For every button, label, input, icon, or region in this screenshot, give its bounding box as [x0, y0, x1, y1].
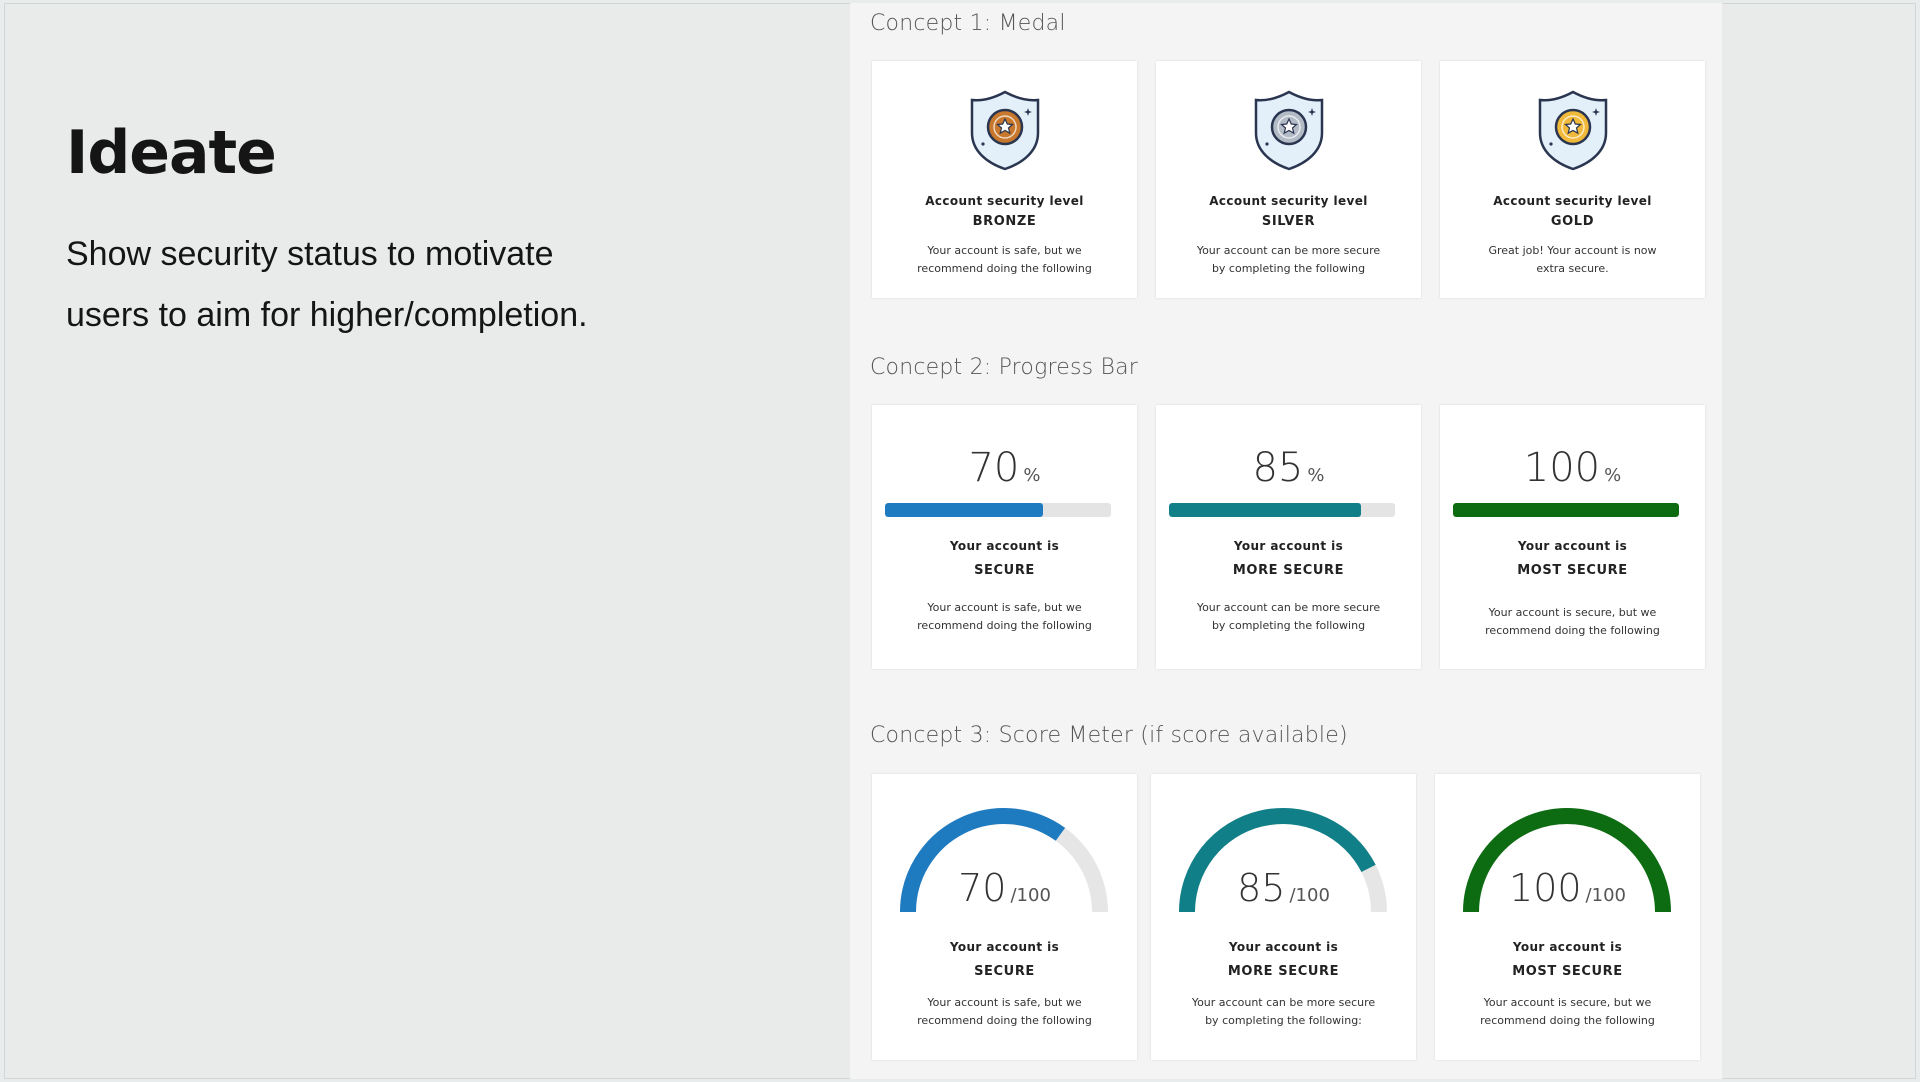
score-gauge [1463, 808, 1671, 913]
progress-card-label: Your account is [1517, 539, 1628, 553]
progress-card-level: SECURE [974, 563, 1035, 578]
progress-bar-fill [1169, 503, 1362, 517]
score-gauge-fill [1463, 808, 1671, 913]
slide-intro: Ideate Show security status to motivate … [66, 118, 786, 346]
concept-3-title: Concept 3: Score Meter (if score availab… [870, 723, 1348, 748]
medal-card-level: GOLD [1550, 214, 1595, 229]
progress-card-secure[interactable]: 70% Your account is SECURE Your account … [872, 405, 1137, 669]
description-line-1: Show security status to motivate [66, 235, 554, 273]
score-card-note-1: Your account is secure, but we [1483, 996, 1652, 1009]
score-card-note-2: by completing the following: [1205, 1014, 1362, 1027]
progress-unit: % [1023, 465, 1041, 486]
score-card-secure[interactable]: 70/100 Your account is SECURE Your accou… [872, 774, 1137, 1060]
progress-card-more-secure[interactable]: 85% Your account is MORE SECURE Your acc… [1156, 405, 1421, 669]
score-card-level: MORE SECURE [1227, 964, 1340, 979]
score-card-note-2: recommend doing the following [917, 1014, 1092, 1027]
progress-bar-track [1453, 503, 1679, 517]
medal-card-bronze[interactable]: Account security level BRONZE Your accou… [872, 61, 1137, 298]
progress-bar-fill [885, 503, 1044, 517]
score-card-note-1: Your account can be more secure [1191, 996, 1376, 1009]
progress-bar-track [1169, 503, 1395, 517]
score-card-label: Your account is [1512, 940, 1623, 954]
score-value: 70 [958, 866, 1007, 910]
concepts-panel: Concept 1: Medal Account security level … [850, 3, 1722, 1079]
medal-card-note-2: by completing the following [1211, 262, 1366, 275]
score-value: 85 [1237, 866, 1286, 910]
score-gauge-fill [900, 808, 1066, 913]
score-gauge [900, 808, 1108, 913]
score-card-note-1: Your account is safe, but we [927, 996, 1082, 1009]
progress-card-note-2: recommend doing the following [1485, 624, 1660, 637]
progress-percentage: 100% [1440, 445, 1705, 491]
progress-value: 85 [1252, 445, 1304, 491]
score-card-more-secure[interactable]: 85/100 Your account is MORE SECURE Your … [1151, 774, 1416, 1060]
medal-card-gold[interactable]: Account security level GOLD Great job! Y… [1440, 61, 1705, 298]
score-unit: /100 [1585, 885, 1626, 906]
slide-description: Show security status to motivate users t… [66, 224, 786, 346]
progress-bar-track [885, 503, 1111, 517]
progress-card-level: MOST SECURE [1517, 563, 1628, 578]
gold-medal-shield-icon [1538, 90, 1607, 171]
score-unit: /100 [1289, 885, 1330, 906]
concept-1-title: Concept 1: Medal [870, 11, 1066, 36]
medal-card-note-2: recommend doing the following [917, 262, 1092, 275]
progress-card-note-1: Your account can be more secure [1196, 601, 1381, 614]
progress-card-note-1: Your account is safe, but we [927, 601, 1082, 614]
progress-card-note-2: recommend doing the following [917, 619, 1092, 632]
progress-card-level: MORE SECURE [1232, 563, 1345, 578]
score-gauge [1179, 808, 1387, 913]
progress-percentage: 85% [1156, 445, 1421, 491]
score-unit: /100 [1010, 885, 1051, 906]
progress-value: 100 [1523, 445, 1601, 491]
medal-card-silver[interactable]: Account security level SILVER Your accou… [1156, 61, 1421, 298]
medal-card-label: Account security level [1209, 194, 1368, 208]
score-readout: 70/100 [872, 866, 1137, 910]
progress-percentage: 70% [872, 445, 1137, 491]
progress-value: 70 [968, 445, 1020, 491]
medal-card-note-1: Your account is safe, but we [927, 244, 1082, 257]
score-card-level: MOST SECURE [1512, 964, 1623, 979]
score-card-most-secure[interactable]: 100/100 Your account is MOST SECURE Your… [1435, 774, 1700, 1060]
medal-card-note-1: Great job! Your account is now [1488, 244, 1657, 257]
score-readout: 100/100 [1435, 866, 1700, 910]
progress-card-label: Your account is [1233, 539, 1344, 553]
progress-bar-fill [1453, 503, 1679, 517]
medal-card-level: BRONZE [972, 214, 1037, 229]
score-value: 100 [1509, 866, 1582, 910]
slide-heading: Ideate [66, 118, 277, 188]
medal-card-label: Account security level [925, 194, 1084, 208]
progress-card-note-1: Your account is secure, but we [1488, 606, 1657, 619]
score-card-level: SECURE [974, 964, 1035, 979]
medal-card-level: SILVER [1261, 214, 1316, 229]
medal-card-note-2: extra secure. [1536, 262, 1609, 275]
silver-medal-shield-icon [1254, 90, 1323, 171]
score-card-label: Your account is [949, 940, 1060, 954]
progress-card-most-secure[interactable]: 100% Your account is MOST SECURE Your ac… [1440, 405, 1705, 669]
progress-unit: % [1307, 465, 1325, 486]
score-card-note-2: recommend doing the following [1480, 1014, 1655, 1027]
bronze-medal-shield-icon [970, 90, 1039, 171]
progress-card-label: Your account is [949, 539, 1060, 553]
score-card-label: Your account is [1228, 940, 1339, 954]
progress-card-note-2: by completing the following [1211, 619, 1366, 632]
description-line-2: users to aim for higher/completion. [66, 296, 588, 334]
concept-2-title: Concept 2: Progress Bar [870, 355, 1139, 380]
progress-unit: % [1604, 465, 1622, 486]
medal-card-note-1: Your account can be more secure [1196, 244, 1381, 257]
medal-card-label: Account security level [1493, 194, 1652, 208]
score-gauge-fill [1179, 808, 1376, 913]
score-readout: 85/100 [1151, 866, 1416, 910]
